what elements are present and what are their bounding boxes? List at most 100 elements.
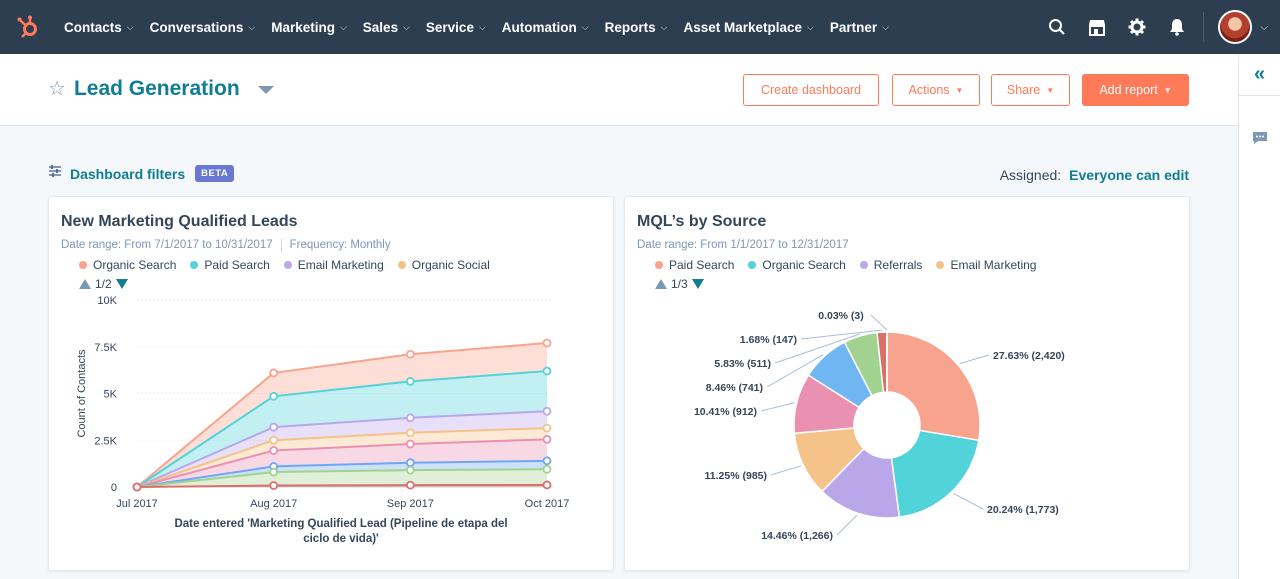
nav-item-automation[interactable]: Automation ⌵	[494, 20, 597, 35]
data-point[interactable]	[269, 391, 279, 401]
data-point[interactable]	[269, 446, 279, 455]
nav-item-label: Contacts	[64, 19, 122, 35]
pie-slice[interactable]	[886, 331, 981, 442]
data-point[interactable]	[405, 428, 415, 438]
y-axis-label: Count of Contacts	[76, 349, 88, 438]
data-point[interactable]	[542, 366, 552, 376]
data-point[interactable]	[269, 422, 279, 432]
nav-item-label: Marketing	[271, 19, 335, 35]
data-point[interactable]	[405, 413, 415, 423]
x-tick-label: Aug 2017	[250, 498, 297, 510]
nav-item-conversations[interactable]: Conversations ⌵	[142, 20, 264, 35]
data-point[interactable]	[132, 482, 142, 492]
collapse-sidebar-icon[interactable]: «	[1239, 54, 1280, 96]
data-point[interactable]	[269, 435, 279, 445]
date-range-text: Date range: From 7/1/2017 to 10/31/2017	[61, 239, 273, 251]
legend-label: Organic Social	[411, 258, 490, 272]
data-point[interactable]	[542, 456, 552, 466]
leader-line	[770, 465, 802, 476]
legend-item[interactable]: Organic Search	[79, 258, 176, 272]
filter-sliders-icon	[48, 164, 62, 183]
data-point[interactable]	[132, 482, 142, 492]
legend-item[interactable]: Referrals	[859, 258, 922, 272]
data-point[interactable]	[132, 482, 142, 492]
actions-button[interactable]: Actions ▼	[892, 74, 980, 106]
legend-next-icon[interactable]	[115, 279, 128, 289]
series-line	[136, 342, 548, 488]
data-point[interactable]	[405, 458, 415, 468]
leader-line	[800, 329, 882, 340]
nav-item-partner[interactable]: Partner ⌵	[822, 20, 897, 35]
dashboard-filters-label: Dashboard filters	[70, 165, 186, 182]
legend-prev-icon[interactable]	[655, 279, 667, 289]
avatar	[1218, 10, 1253, 44]
data-point[interactable]	[269, 462, 279, 471]
data-point[interactable]	[132, 482, 142, 492]
legend-item[interactable]: Organic Search	[748, 258, 846, 272]
data-point[interactable]	[132, 482, 142, 492]
data-point[interactable]	[132, 482, 142, 492]
dashboard-filters-button[interactable]: Dashboard filters BETA	[48, 164, 235, 183]
main-menu: Contacts ⌵ Conversations ⌵ Marketing ⌵ Sales ⌵ S…	[56, 0, 897, 54]
y-tick-label: 10K	[97, 295, 117, 307]
legend-item[interactable]: Paid Search	[655, 258, 734, 272]
nav-item-marketing[interactable]: Marketing ⌵	[263, 20, 355, 35]
chat-icon[interactable]	[1252, 130, 1268, 151]
nav-item-label: Asset Marketplace	[683, 19, 803, 35]
data-point[interactable]	[405, 439, 415, 449]
report-meta: Date range: From 7/1/2017 to 10/31/2017 …	[61, 239, 391, 253]
legend-item[interactable]: Email Marketing	[283, 258, 384, 272]
data-point[interactable]	[542, 423, 552, 433]
dashboard-switcher-caret-icon[interactable]	[257, 85, 274, 94]
legend-item[interactable]: Organic Social	[397, 258, 490, 272]
nav-item-contacts[interactable]: Contacts ⌵	[56, 20, 142, 35]
data-point[interactable]	[542, 406, 552, 416]
nav-item-sales[interactable]: Sales ⌵	[355, 20, 418, 35]
assigned-value-link[interactable]: Everyone can edit	[1069, 167, 1189, 183]
hubspot-logo-icon[interactable]	[0, 0, 56, 54]
data-point[interactable]	[405, 376, 415, 386]
legend-prev-icon[interactable]	[79, 279, 91, 289]
data-point[interactable]	[542, 480, 552, 490]
add-report-label: Add report	[1099, 83, 1158, 97]
report-card-new-mql: New Marketing Qualified Leads Date range…	[48, 196, 614, 571]
search-icon[interactable]	[1037, 0, 1077, 54]
data-point[interactable]	[542, 338, 552, 348]
star-icon[interactable]: ☆	[48, 78, 66, 100]
data-point[interactable]	[405, 480, 415, 490]
series-line	[136, 438, 548, 488]
marketplace-icon[interactable]	[1077, 0, 1117, 54]
account-menu[interactable]: ⌵	[1218, 10, 1268, 44]
data-point[interactable]	[405, 465, 415, 475]
data-point[interactable]	[132, 482, 142, 492]
chevron-down-icon: ⌵	[339, 21, 347, 32]
nav-item-label: Automation	[501, 19, 577, 35]
add-report-button[interactable]: Add report ▼	[1082, 74, 1189, 106]
create-dashboard-button[interactable]: Create dashboard	[743, 74, 879, 106]
x-tick-label: Oct 2017	[525, 498, 570, 510]
data-point[interactable]	[542, 434, 552, 444]
data-point[interactable]	[132, 482, 142, 492]
nav-item-service[interactable]: Service ⌵	[418, 20, 494, 35]
data-point[interactable]	[269, 467, 279, 477]
data-point[interactable]	[405, 349, 415, 359]
gear-icon[interactable]	[1117, 0, 1157, 54]
legend-label: Organic Search	[762, 258, 846, 272]
legend-item[interactable]: Email Marketing	[936, 258, 1036, 272]
pie-slice[interactable]	[890, 429, 980, 519]
nav-item-asset-marketplace[interactable]: Asset Marketplace ⌵	[675, 20, 821, 35]
report-title[interactable]: MQL’s by Source	[637, 213, 767, 230]
legend-dot	[748, 261, 757, 269]
series-line	[136, 468, 548, 488]
report-title[interactable]: New Marketing Qualified Leads	[61, 213, 298, 230]
bell-icon[interactable]	[1157, 0, 1197, 54]
data-point[interactable]	[542, 464, 552, 474]
legend-next-icon[interactable]	[691, 279, 704, 289]
share-button[interactable]: Share ▼	[991, 74, 1070, 106]
series-line	[136, 427, 548, 488]
data-point[interactable]	[269, 481, 279, 490]
legend-item[interactable]: Paid Search	[190, 258, 270, 272]
nav-item-reports[interactable]: Reports ⌵	[597, 20, 676, 35]
slice-label: 11.25% (985)	[705, 470, 767, 482]
data-point[interactable]	[269, 368, 279, 378]
